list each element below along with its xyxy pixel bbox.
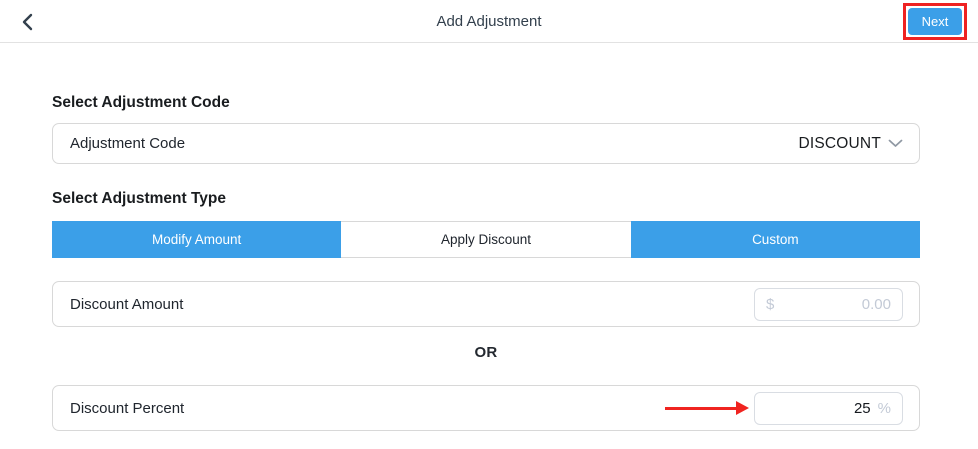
- annotation-next-highlight: Next: [903, 3, 967, 40]
- adjustment-code-heading: Select Adjustment Code: [52, 94, 230, 111]
- page-title: Add Adjustment: [436, 12, 542, 30]
- chevron-down-icon: [888, 139, 903, 148]
- tab-modify-amount[interactable]: Modify Amount: [52, 221, 342, 258]
- discount-amount-placeholder: 0.00: [861, 295, 891, 313]
- header-bar: Add Adjustment Next: [0, 0, 978, 43]
- discount-percent-row: Discount Percent 25 %: [52, 385, 920, 431]
- chevron-left-icon: [21, 13, 33, 31]
- discount-amount-row: Discount Amount $ 0.00: [52, 281, 920, 327]
- percent-suffix: %: [877, 399, 891, 417]
- discount-amount-input[interactable]: $ 0.00: [754, 287, 903, 321]
- discount-percent-input[interactable]: 25 %: [754, 391, 903, 425]
- discount-amount-label: Discount Amount: [70, 295, 184, 313]
- adjustment-code-dropdown[interactable]: DISCOUNT: [798, 135, 903, 153]
- currency-prefix: $: [766, 295, 775, 313]
- or-divider: OR: [474, 344, 498, 361]
- adjustment-code-row[interactable]: Adjustment Code DISCOUNT: [52, 123, 920, 164]
- tab-apply-discount[interactable]: Apply Discount: [341, 221, 631, 258]
- back-button[interactable]: [14, 9, 40, 35]
- discount-percent-value: 25: [853, 399, 871, 417]
- discount-percent-label: Discount Percent: [70, 399, 185, 417]
- adjustment-type-heading: Select Adjustment Type: [52, 190, 226, 207]
- annotation-arrow: [665, 401, 749, 415]
- main-content: Select Adjustment Code Adjustment Code D…: [0, 43, 978, 431]
- adjustment-type-tabs: Modify Amount Apply Discount Custom: [52, 221, 920, 258]
- tab-custom[interactable]: Custom: [630, 221, 920, 258]
- adjustment-code-value: DISCOUNT: [798, 134, 881, 152]
- adjustment-code-label: Adjustment Code: [70, 135, 186, 152]
- next-button[interactable]: Next: [908, 8, 962, 35]
